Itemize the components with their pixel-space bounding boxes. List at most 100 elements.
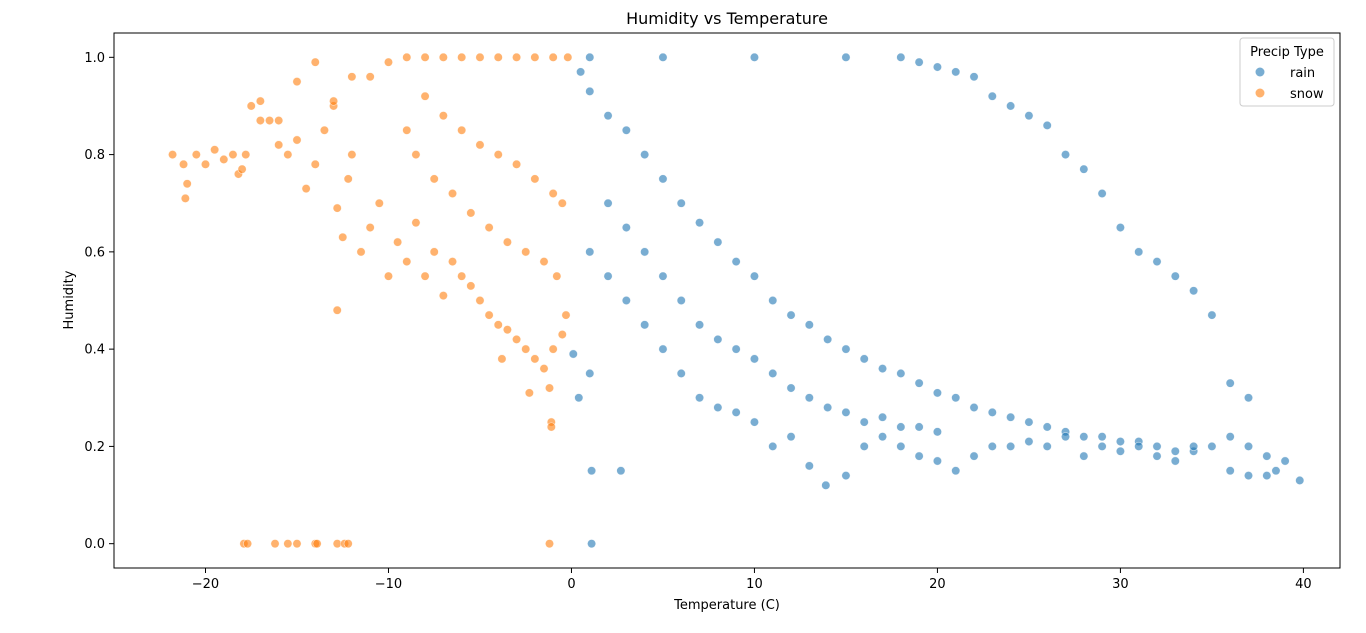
data-point-rain <box>1170 456 1180 466</box>
data-point-rain <box>768 368 778 378</box>
data-point-snow <box>283 539 293 549</box>
data-point-rain <box>1115 437 1125 447</box>
data-point-snow <box>383 271 393 281</box>
data-point-rain <box>987 407 997 417</box>
data-point-rain <box>821 480 831 490</box>
data-point-snow <box>383 57 393 67</box>
data-point-rain <box>749 354 759 364</box>
data-point-snow <box>420 271 430 281</box>
data-point-snow <box>457 125 467 135</box>
data-point-snow <box>557 198 567 208</box>
data-point-rain <box>932 388 942 398</box>
data-point-snow <box>429 247 439 257</box>
data-point-rain <box>914 57 924 67</box>
data-point-snow <box>466 208 476 218</box>
data-point-rain <box>896 422 906 432</box>
data-point-rain <box>1006 101 1016 111</box>
data-point-snow <box>243 539 253 549</box>
data-point-rain <box>1024 111 1034 121</box>
data-point-snow <box>182 179 192 189</box>
data-point-rain <box>969 402 979 412</box>
data-point-snow <box>241 150 251 160</box>
data-point-rain <box>969 72 979 82</box>
data-point-snow <box>180 193 190 203</box>
data-point-rain <box>568 349 578 359</box>
data-point-rain <box>1097 441 1107 451</box>
x-axis-label: Temperature (C) <box>673 598 780 613</box>
data-point-rain <box>676 295 686 305</box>
data-point-snow <box>502 237 512 247</box>
data-point-rain <box>1061 432 1071 442</box>
data-point-rain <box>1079 432 1089 442</box>
data-point-rain <box>576 67 586 77</box>
data-point-snow <box>546 422 556 432</box>
data-point-rain <box>859 441 869 451</box>
data-point-rain <box>616 466 626 476</box>
data-point-rain <box>914 422 924 432</box>
data-point-rain <box>1061 150 1071 160</box>
data-point-rain <box>713 402 723 412</box>
x-tick-label: −10 <box>375 577 402 592</box>
data-point-snow <box>228 150 238 160</box>
x-tick-label: −20 <box>192 577 219 592</box>
data-point-snow <box>563 52 573 62</box>
data-point-snow <box>338 232 348 242</box>
x-axis: −20 −10 0 10 20 30 40 <box>192 568 1312 592</box>
data-point-snow <box>411 218 421 228</box>
data-point-rain <box>841 471 851 481</box>
data-point-snow <box>200 159 210 169</box>
data-point-rain <box>932 427 942 437</box>
data-point-rain <box>585 247 595 257</box>
data-point-rain <box>1115 446 1125 456</box>
data-point-rain <box>587 539 597 549</box>
data-point-rain <box>603 271 613 281</box>
data-point-snow <box>484 223 494 233</box>
data-point-rain <box>1097 432 1107 442</box>
data-point-rain <box>1152 451 1162 461</box>
data-point-rain <box>658 52 668 62</box>
data-point-rain <box>676 198 686 208</box>
data-point-rain <box>914 451 924 461</box>
data-point-snow <box>283 150 293 160</box>
data-point-snow <box>274 116 284 126</box>
data-point-rain <box>786 383 796 393</box>
data-point-snow <box>301 184 311 194</box>
data-point-snow <box>292 77 302 87</box>
legend: Precip Type rain snow <box>1239 37 1335 107</box>
data-point-snow <box>561 310 571 320</box>
data-point-rain <box>749 417 759 427</box>
data-point-snow <box>365 223 375 233</box>
data-point-snow <box>475 140 485 150</box>
data-point-rain <box>1024 417 1034 427</box>
x-tick-label: 30 <box>1112 577 1129 592</box>
data-point-snow <box>347 150 357 160</box>
data-point-snow <box>292 135 302 145</box>
data-point-snow <box>332 305 342 315</box>
data-point-rain <box>676 368 686 378</box>
data-point-rain <box>1244 471 1254 481</box>
data-point-rain <box>932 62 942 72</box>
data-point-rain <box>804 320 814 330</box>
chart-title: Humidity vs Temperature <box>626 9 828 28</box>
data-point-snow <box>274 140 284 150</box>
data-point-rain <box>695 320 705 330</box>
data-point-snow <box>310 57 320 67</box>
data-point-rain <box>1115 223 1125 233</box>
data-point-snow <box>448 189 458 199</box>
data-point-rain <box>1079 451 1089 461</box>
data-point-rain <box>859 354 869 364</box>
data-point-snow <box>545 539 555 549</box>
data-point-rain <box>587 466 597 476</box>
data-point-snow <box>310 159 320 169</box>
legend-marker-rain <box>1255 67 1265 77</box>
data-point-rain <box>603 198 613 208</box>
data-point-snow <box>524 388 534 398</box>
data-point-rain <box>969 451 979 461</box>
data-point-rain <box>658 271 668 281</box>
data-point-rain <box>1152 257 1162 267</box>
data-point-snow <box>530 354 540 364</box>
data-point-snow <box>237 164 247 174</box>
data-point-snow <box>329 96 339 106</box>
data-point-rain <box>1244 393 1254 403</box>
